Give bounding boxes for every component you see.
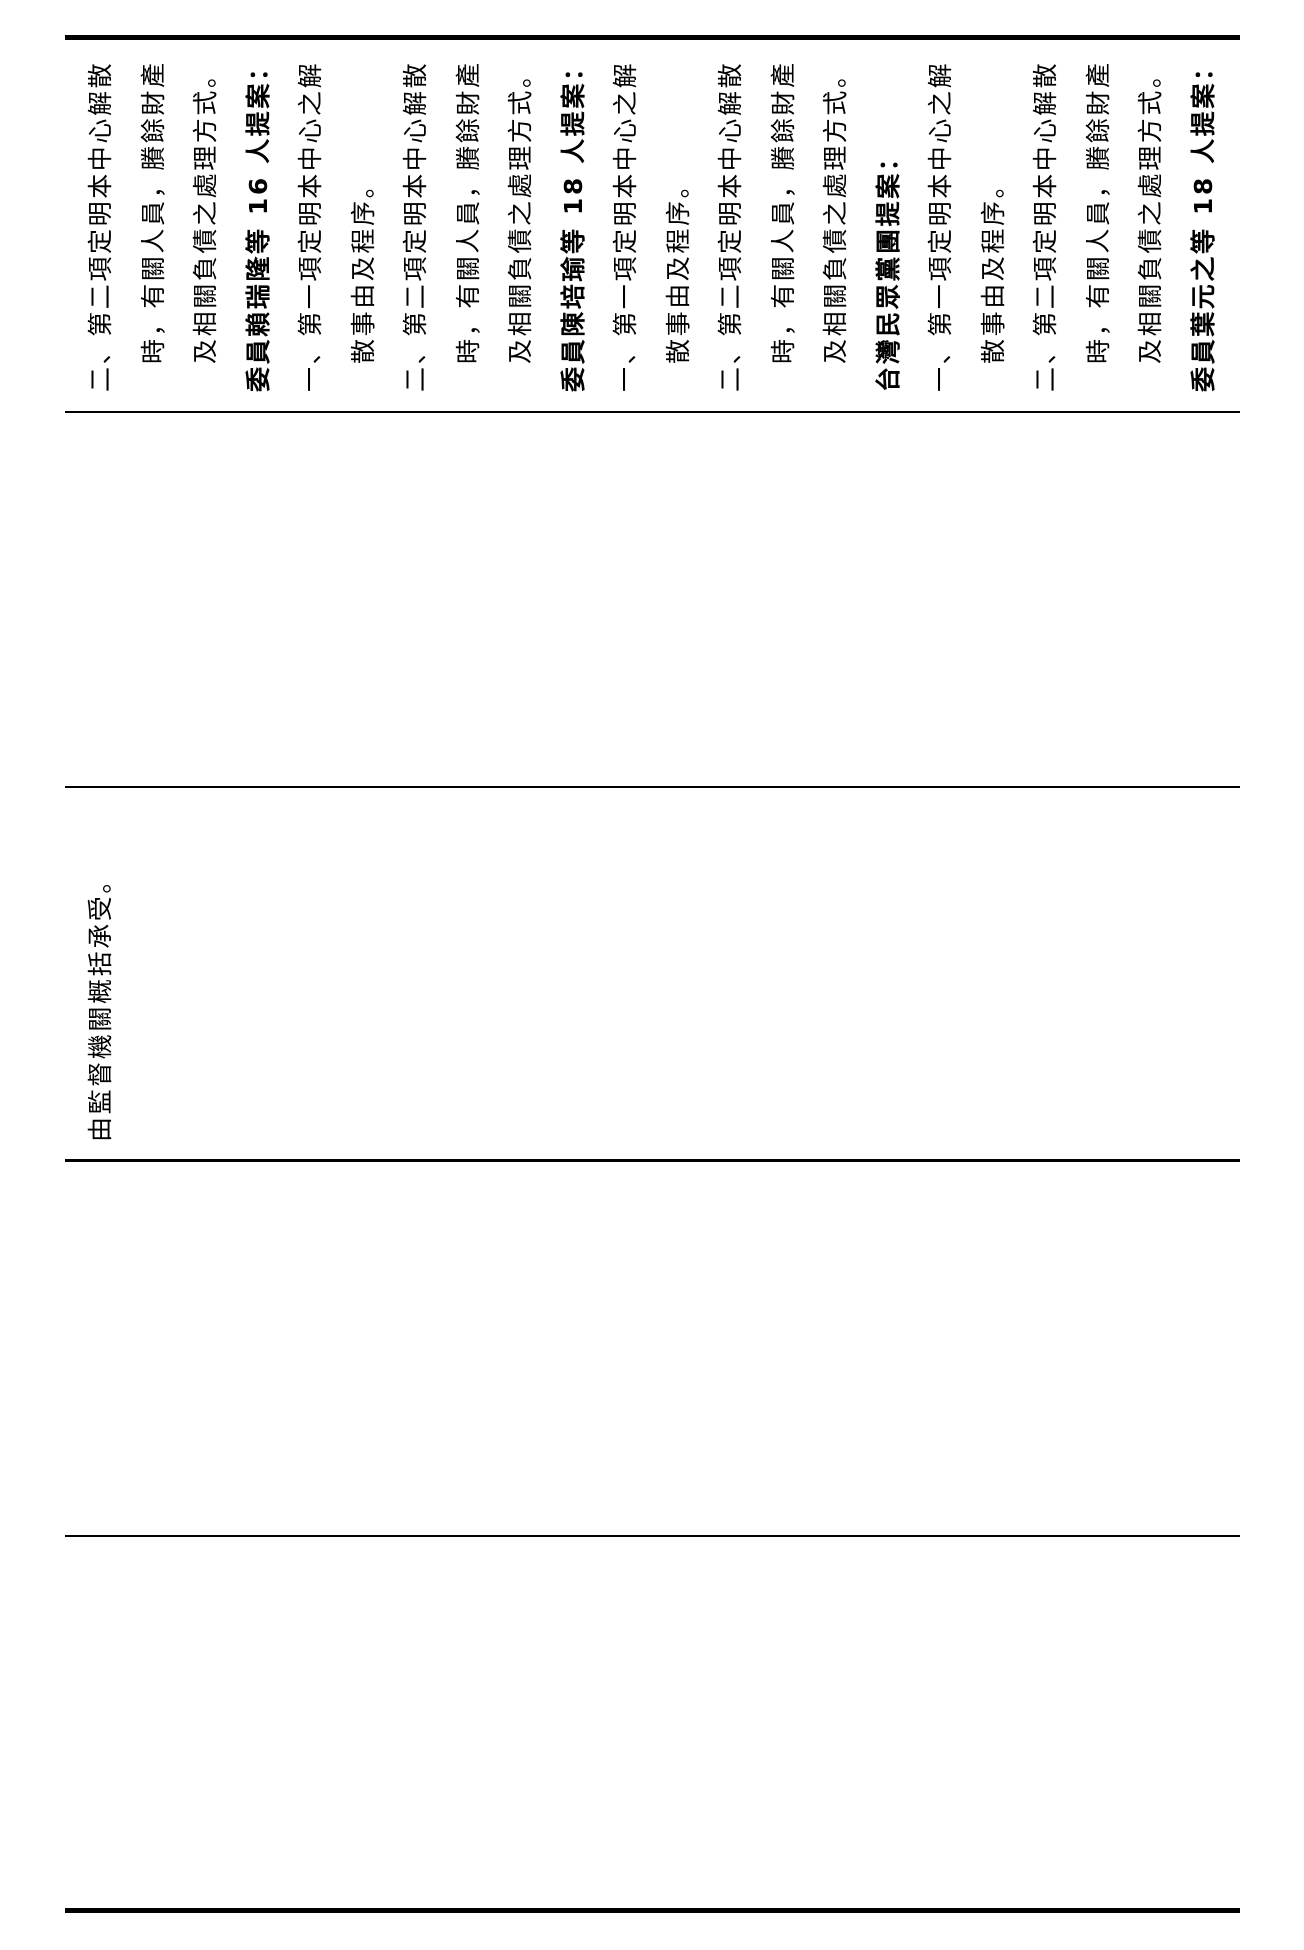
proposal-heading: 台灣民眾黨團提案：	[873, 143, 903, 392]
text-line: 及相關負債之處理方式。	[506, 60, 535, 364]
text-line: 一、第一項定明本中心之解	[611, 60, 640, 392]
row-divider	[65, 786, 1240, 788]
text-line: 一、第一項定明本中心之解	[926, 60, 955, 392]
text-line: 及相關負債之處理方式。	[821, 60, 850, 364]
row-divider	[65, 1535, 1240, 1537]
row-divider	[65, 1159, 1240, 1162]
text-line: 及相關負債之處理方式。	[1136, 60, 1165, 364]
text-line: 散事由及程序。	[978, 170, 1008, 364]
table-top-border	[65, 35, 1240, 40]
proposal-heading: 委員賴瑞隆等 16 人提案：	[243, 53, 273, 392]
text-line: 二、第二項定明本中心解散	[86, 60, 115, 392]
text-line: 時，有關人員，賸餘財產	[138, 60, 168, 364]
text-line: 時，有關人員，賸餘財產	[768, 60, 798, 364]
text-line: 時，有關人員，賸餘財產	[1083, 60, 1113, 364]
text-line: 散事由及程序。	[663, 170, 693, 364]
text-line: 由監督機關概括承受。	[86, 865, 115, 1142]
table-bottom-border	[65, 1908, 1240, 1913]
text-line: 二、第二項定明本中心解散	[1031, 60, 1060, 392]
text-line: 一、第一項定明本中心之解	[296, 60, 325, 392]
text-line: 二、第二項定明本中心解散	[401, 60, 430, 392]
proposal-heading: 委員葉元之等 18 人提案：	[1188, 53, 1218, 392]
text-line: 二、第二項定明本中心解散	[716, 60, 745, 392]
text-line: 散事由及程序。	[348, 170, 378, 364]
row-divider	[65, 411, 1240, 413]
text-line: 時，有關人員，賸餘財產	[453, 60, 483, 364]
proposal-heading: 委員陳培瑜等 18 人提案：	[558, 53, 588, 392]
text-line: 及相關負債之處理方式。	[191, 60, 220, 364]
